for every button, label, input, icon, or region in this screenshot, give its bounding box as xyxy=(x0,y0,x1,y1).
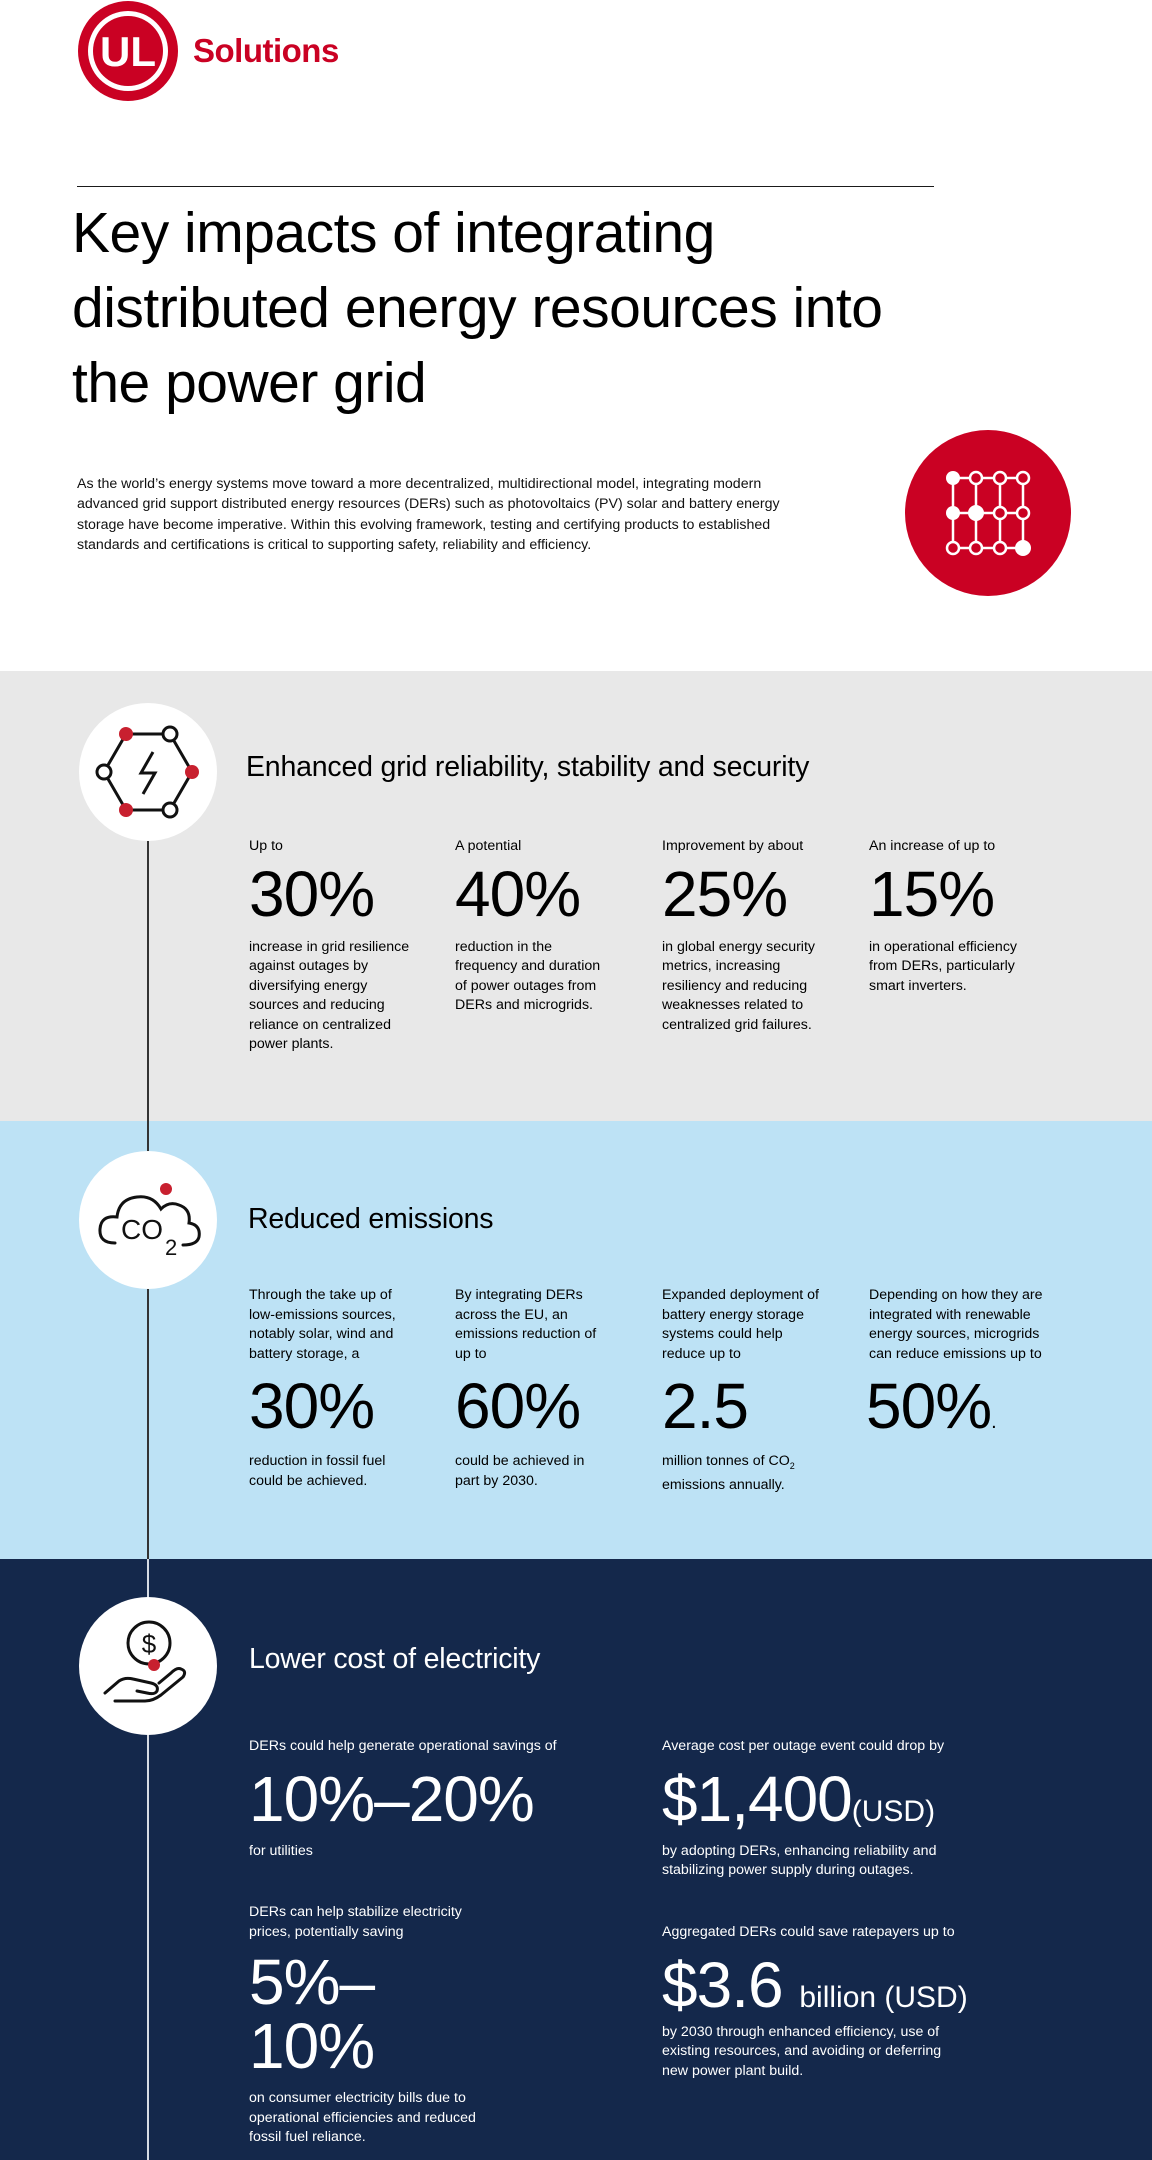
timeline-line-dark xyxy=(147,1559,149,2160)
stat-description: in operational efficiency from DERs, par… xyxy=(869,938,1018,994)
stat-value: 2.5 xyxy=(662,1370,749,1442)
svg-text:$: $ xyxy=(142,1629,157,1659)
stat-block: Through the take up of low-emissions sou… xyxy=(249,1286,409,1491)
section-heading: Enhanced grid reliability, stability and… xyxy=(246,751,810,783)
stat-value-trail: . xyxy=(991,1411,996,1433)
stat-pretext: Improvement by about xyxy=(662,838,804,854)
stat-description: for utilities xyxy=(249,1842,313,1859)
stat-value: 30% xyxy=(249,1370,375,1442)
stat-block: Aggregated DERs could save ratepayers up… xyxy=(662,1923,1002,2081)
stat-description: by adopting DERs, enhancing reliability … xyxy=(662,1842,937,1879)
svg-text:CO: CO xyxy=(121,1214,163,1245)
stat-pretext: Expanded deployment of battery energy st… xyxy=(662,1287,819,1362)
stat-pretext: Average cost per outage event could drop… xyxy=(662,1738,945,1754)
stat-description-text: million tonnes of CO xyxy=(662,1453,790,1469)
stat-description: in global energy security metrics, incre… xyxy=(662,938,815,1033)
stat-pretext: Aggregated DERs could save ratepayers up… xyxy=(662,1924,955,1940)
stat-value: 5%–10% xyxy=(249,1946,375,2082)
stat-value: 60% xyxy=(455,1370,581,1442)
stat-description: by 2030 through enhanced efficiency, use… xyxy=(662,2023,942,2079)
logo-wordmark[interactable]: Solutions xyxy=(193,32,339,69)
stat-pretext: DERs could help generate operational sav… xyxy=(249,1738,557,1754)
stat-description: reduction in fossil fuel could be achiev… xyxy=(249,1453,386,1489)
stat-block: An increase of up to 15% in operational … xyxy=(869,837,1044,996)
hand-dollar-icon: $ xyxy=(103,1620,187,1703)
stat-value-number: 50% xyxy=(866,1370,992,1442)
stat-pretext: An increase of up to xyxy=(869,838,996,854)
stat-value-unit: (USD) xyxy=(851,1794,936,1828)
intro-paragraph: As the world’s energy systems move towar… xyxy=(77,476,780,553)
co2-cloud-icon: CO 2 xyxy=(98,1183,201,1260)
section-icon-badge: CO 2 xyxy=(79,1151,217,1289)
svg-text:2: 2 xyxy=(165,1235,177,1260)
section-icon-badge: $ xyxy=(79,1597,217,1735)
stat-block: Depending on how they are integrated wit… xyxy=(866,1286,1051,1438)
stat-block: Expanded deployment of battery energy st… xyxy=(662,1286,822,1496)
stat-block: A potential 40% reduction in the frequen… xyxy=(455,837,615,1016)
page-title: Key impacts of integrating distributed e… xyxy=(72,201,883,415)
section-icon-badge xyxy=(79,703,217,841)
stat-description: increase in grid resilience against outa… xyxy=(249,938,410,1053)
stat-value: $3.6 billion (USD) xyxy=(662,1953,1002,2017)
stat-value: 50%. xyxy=(866,1374,1051,1438)
logo-mark: UL xyxy=(100,28,156,75)
stat-block: Up to 30% increase in grid resilience ag… xyxy=(249,837,419,1055)
stat-pretext: Through the take up of low-emissions sou… xyxy=(249,1287,396,1362)
stat-pretext: Depending on how they are integrated wit… xyxy=(869,1287,1043,1362)
stat-value-number: $3.6 xyxy=(662,1948,784,2021)
stat-value: 10%–20% xyxy=(249,1762,535,1835)
hero-badge xyxy=(905,430,1071,596)
ul-logo-icon[interactable]: UL xyxy=(75,0,181,102)
stat-value: 25% xyxy=(662,857,788,930)
stat-description: could be achieved in part by 2030. xyxy=(455,1453,585,1489)
stat-block: By integrating DERs across the EU, an em… xyxy=(455,1286,600,1491)
power-network-icon xyxy=(95,725,199,819)
stat-block: DERs could help generate operational sav… xyxy=(249,1737,589,1861)
stat-description: on consumer electricity bills due to ope… xyxy=(249,2090,476,2145)
stat-description-text: emissions annually. xyxy=(662,1477,785,1494)
stat-value-number: $1,400 xyxy=(662,1762,853,1835)
section-heading: Lower cost of electricity xyxy=(249,1643,541,1675)
stat-value: $1,400(USD) xyxy=(662,1767,992,1831)
stat-description-subscript: 2 xyxy=(789,1460,795,1471)
stat-block: DERs can help stabilize electricity pric… xyxy=(249,1903,499,2148)
timeline-line xyxy=(147,805,149,2160)
stat-pretext: A potential xyxy=(455,838,522,854)
stat-value-unit: billion (USD) xyxy=(799,1980,968,2014)
title-divider xyxy=(77,186,934,187)
stat-value: 40% xyxy=(455,857,581,930)
network-grid-icon xyxy=(945,470,1031,556)
stat-pretext: Up to xyxy=(249,838,283,854)
stat-value: 15% xyxy=(869,857,995,930)
stat-pretext: By integrating DERs across the EU, an em… xyxy=(455,1287,597,1362)
section-heading: Reduced emissions xyxy=(248,1203,494,1235)
stat-description: million tonnes of CO2 emissions annually. xyxy=(662,1452,822,1496)
stat-block: Improvement by about 25% in global energ… xyxy=(662,837,832,1035)
stat-block: Average cost per outage event could drop… xyxy=(662,1737,992,1881)
stat-description: reduction in the frequency and duration … xyxy=(455,938,601,1014)
stat-pretext: DERs can help stabilize electricity pric… xyxy=(249,1904,462,1940)
stat-value: 30% xyxy=(249,857,375,930)
